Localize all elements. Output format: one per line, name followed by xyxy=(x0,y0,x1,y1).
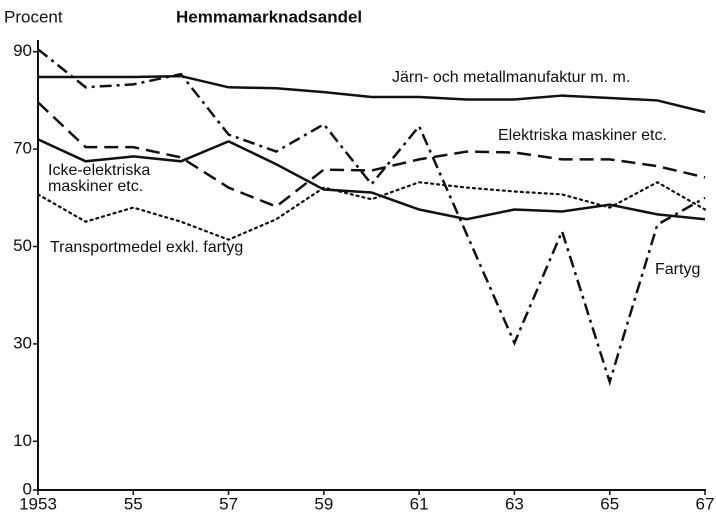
x-tick-label: 55 xyxy=(124,494,143,513)
series-label: Transportmedel exkl. fartyg xyxy=(50,239,244,256)
series-line xyxy=(37,48,706,387)
series-line xyxy=(37,101,706,209)
y-tick-label: 90 xyxy=(13,41,32,60)
series-label: Icke-elektriska maskiner etc. xyxy=(48,162,151,195)
chart-title: Hemmamarknadsandel xyxy=(176,7,362,26)
series-label: Elektriska maskiner etc. xyxy=(498,127,667,144)
x-tick-label: 1953 xyxy=(19,494,57,513)
series-line xyxy=(38,74,706,114)
y-tick-label: 0 xyxy=(23,479,32,498)
x-tick-label: 57 xyxy=(219,494,238,513)
y-tick-label: 10 xyxy=(13,431,32,450)
series-label: Fartyg xyxy=(655,261,701,278)
x-tick-label: 61 xyxy=(410,494,429,513)
y-axis-label: Procent xyxy=(4,7,63,26)
y-tick-label: 50 xyxy=(13,236,32,255)
x-tick-label: 59 xyxy=(314,494,333,513)
x-tick-label: 65 xyxy=(600,494,619,513)
y-tick-label: 30 xyxy=(13,333,32,352)
series-line xyxy=(37,138,706,221)
x-tick-label: 63 xyxy=(505,494,524,513)
y-tick-label: 70 xyxy=(13,139,32,158)
series-line xyxy=(36,180,707,241)
x-tick-label: 67 xyxy=(696,494,715,513)
series-label: Järn- och metallmanufaktur m. m. xyxy=(392,69,631,86)
